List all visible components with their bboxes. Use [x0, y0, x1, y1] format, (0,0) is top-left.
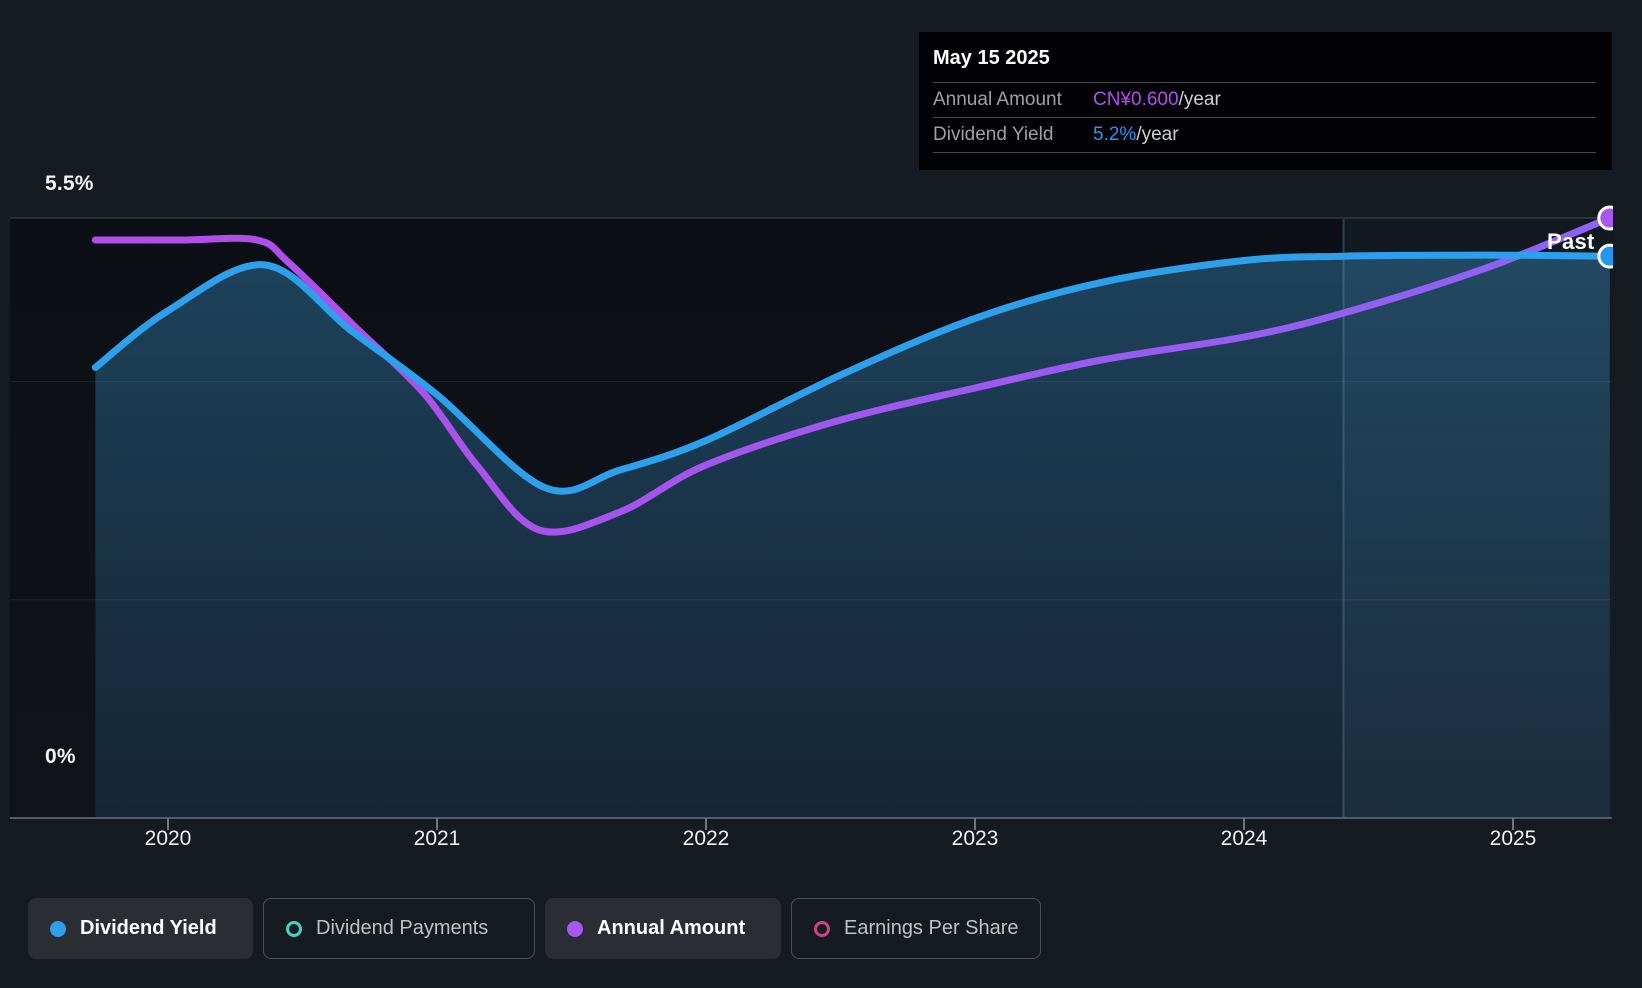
dividend-yield-dot-icon [50, 920, 66, 937]
x-tick-label-2024: 2024 [1220, 827, 1268, 850]
x-tick-label-2020: 2020 [144, 827, 192, 850]
tooltip-suffix: /year [1136, 124, 1179, 145]
x-tick-label-2022: 2022 [682, 827, 730, 850]
x-tick-label-2021: 2021 [413, 827, 461, 850]
tooltip-value: 5.2% [1093, 124, 1137, 145]
legend-label: Dividend Payments [316, 917, 489, 939]
tooltip-suffix: /year [1178, 89, 1221, 110]
tooltip-label: Annual Amount [933, 89, 1062, 110]
legend-toggle-earnings-per-share[interactable]: Earnings Per Share [791, 898, 1041, 959]
annual-amount-dot-icon [567, 920, 583, 937]
legend-label: Earnings Per Share [844, 917, 1019, 939]
chart-tooltip: May 15 2025 Annual Amount CN¥0.600 /year… [919, 32, 1612, 170]
chart-legend: Dividend Yield Dividend Payments Annual … [28, 898, 1041, 959]
dividend-yield-endpoint-marker[interactable] [1597, 243, 1613, 269]
legend-toggle-annual-amount[interactable]: Annual Amount [545, 898, 781, 959]
legend-toggle-dividend-yield[interactable]: Dividend Yield [28, 898, 253, 959]
horizontal-gridlines [10, 217, 1612, 601]
past-12-months-band [1343, 218, 1613, 818]
annual-amount-line[interactable] [91, 214, 1613, 536]
legend-label: Dividend Yield [80, 917, 217, 939]
dividend-yield-line[interactable] [91, 251, 1613, 495]
tooltip-date: May 15 2025 [933, 32, 1596, 83]
tooltip-label: Dividend Yield [933, 124, 1054, 145]
legend-toggle-dividend-payments[interactable]: Dividend Payments [263, 898, 535, 959]
annual-amount-endpoint-marker[interactable] [1597, 205, 1613, 231]
dividend-payments-ring-icon [286, 920, 302, 937]
legend-label: Annual Amount [597, 917, 746, 939]
earnings-per-share-ring-icon [814, 920, 830, 937]
dividend-yield-area-fill [95, 255, 1610, 819]
tooltip-row-annual-amount: Annual Amount CN¥0.600 /year [933, 83, 1596, 118]
x-tick-label-2023: 2023 [951, 827, 999, 850]
y-axis-max-label: 5.5% [45, 172, 94, 195]
past-region-label: Past [1547, 229, 1595, 254]
tooltip-row-dividend-yield: Dividend Yield 5.2% /year [933, 118, 1596, 153]
y-axis-min-label: 0% [45, 745, 76, 768]
tooltip-value: CN¥0.600 [1093, 89, 1179, 110]
x-axis-ticks [167, 818, 1514, 830]
x-tick-label-2025: 2025 [1489, 827, 1537, 850]
